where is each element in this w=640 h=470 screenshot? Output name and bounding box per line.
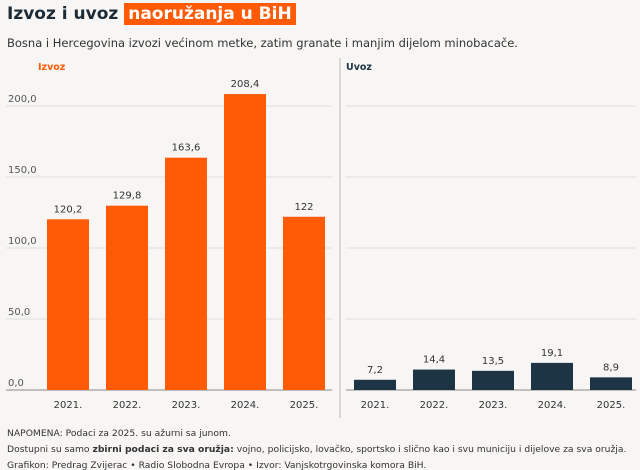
x-tick-label: 2024. (538, 400, 567, 411)
x-tick-label: 2022. (420, 400, 449, 411)
note-line-1: NAPOMENA: Podaci za 2025. su ažurni sa j… (7, 428, 231, 439)
bar (165, 157, 207, 390)
bar (106, 205, 148, 390)
data-label: 14,4 (423, 355, 445, 366)
x-tick-label: 2025. (597, 400, 626, 411)
x-tick-label: 2024. (231, 400, 260, 411)
bar (472, 370, 514, 390)
note-line-2: Dostupni su samo zbirni podaci za sva or… (7, 442, 626, 458)
x-tick-label: 2021. (54, 400, 83, 411)
note-bold: zbirni podaci za sva oružja: (92, 444, 234, 455)
export-panel-title: Izvoz (38, 62, 66, 73)
bar (47, 219, 89, 390)
bar (590, 377, 632, 390)
y-tick-label: 200,0 (8, 94, 37, 105)
data-label: 163,6 (172, 143, 201, 154)
bar (413, 369, 455, 390)
bar-charts: 0,0 50,0 100,0 150,0 200,0 120,2 2021. 129,8 202… (6, 58, 636, 418)
page-title: Izvoz i uvoz naoružanja u BiH (7, 3, 296, 25)
y-tick-label: 0,0 (8, 378, 24, 389)
x-tick-label: 2022. (113, 400, 142, 411)
x-tick-label: 2021. (361, 400, 390, 411)
note-text: vojno, policijsko, lovačko, sportsko i s… (233, 444, 627, 455)
data-label: 120,2 (54, 204, 83, 215)
data-label: 208,4 (231, 79, 260, 90)
credits: Grafikon: Predrag Zvijerac • Radio Slobo… (7, 460, 427, 470)
x-tick-label: 2023. (172, 400, 201, 411)
bar (531, 362, 573, 390)
data-label: 19,1 (541, 348, 563, 359)
import-panel-title: Uvoz (346, 62, 372, 73)
data-label: 8,9 (603, 362, 619, 373)
note-text: Dostupni su samo (7, 444, 93, 455)
bar (283, 216, 325, 390)
data-label: 129,8 (113, 191, 142, 202)
title-highlight: naoružanja u BiH (124, 3, 296, 25)
notes: NAPOMENA: Podaci za 2025. su ažurni sa j… (7, 426, 626, 470)
bar (224, 94, 266, 391)
y-tick-label: 50,0 (8, 307, 30, 318)
subtitle: Bosna i Hercegovina izvozi većinom metke… (7, 36, 518, 50)
data-label: 13,5 (482, 356, 504, 367)
y-tick-label: 150,0 (8, 165, 37, 176)
y-tick-label: 100,0 (8, 236, 37, 247)
title-plain: Izvoz i uvoz (7, 4, 119, 24)
data-label: 122 (294, 202, 313, 213)
x-tick-label: 2023. (479, 400, 508, 411)
x-tick-label: 2025. (290, 400, 319, 411)
bar (354, 379, 396, 390)
data-label: 7,2 (367, 365, 383, 376)
